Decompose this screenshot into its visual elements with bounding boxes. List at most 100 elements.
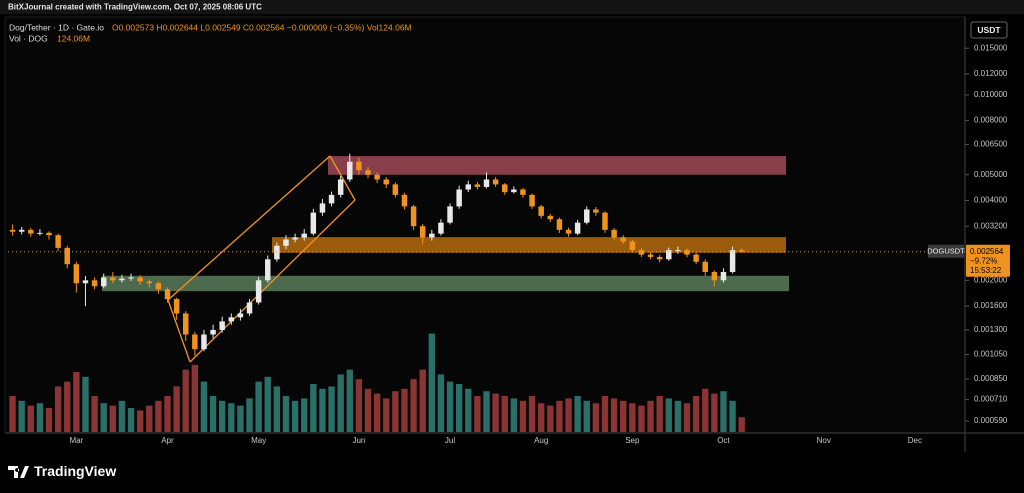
- top-bar: [0, 0, 1024, 14]
- volume-bar: [18, 400, 25, 432]
- x-tick-label: Jun: [352, 436, 365, 445]
- volume-bar: [738, 417, 745, 432]
- x-tick-label: Apr: [161, 436, 174, 445]
- volume: [9, 333, 745, 432]
- candle-body: [711, 271, 718, 281]
- candle-body: [656, 256, 663, 260]
- volume-bar: [410, 379, 417, 432]
- volume-bar: [720, 391, 727, 432]
- candle-body: [146, 281, 153, 284]
- channel-right: [329, 155, 356, 201]
- candle-body: [429, 233, 435, 238]
- volume-bar: [455, 384, 463, 432]
- volume-bar: [118, 400, 126, 432]
- volume-bar: [419, 369, 426, 432]
- candle-body: [255, 280, 262, 303]
- candle-body: [675, 250, 681, 252]
- candle-body: [629, 241, 636, 251]
- candle-body: [73, 264, 80, 284]
- candle-body: [702, 261, 708, 272]
- y-tick-label: 0.001300: [974, 325, 1008, 334]
- volume-bar: [291, 400, 299, 432]
- candle-body: [456, 189, 462, 207]
- volume-bar: [610, 398, 618, 432]
- candle-body: [538, 206, 544, 216]
- candle-body: [383, 179, 389, 185]
- volume-bar: [310, 384, 317, 432]
- plot-area: [4, 16, 966, 434]
- candle-body: [137, 277, 143, 282]
- volume-bar: [401, 388, 408, 432]
- volume-bar: [620, 400, 627, 432]
- volume-bar: [428, 333, 436, 432]
- candle-body: [274, 245, 280, 260]
- volume-bar: [228, 403, 235, 432]
- volume-bar: [127, 408, 135, 432]
- y-tick-label: 0.001600: [974, 301, 1008, 310]
- candle-body: [328, 194, 335, 204]
- price-change: −9.72%: [970, 256, 997, 265]
- volume-bar: [674, 400, 682, 432]
- volume-bar: [273, 386, 281, 432]
- candle-body: [37, 232, 43, 234]
- volume-bar: [519, 400, 527, 432]
- ticker: DOGUSDT: [927, 247, 965, 256]
- candle-body: [638, 250, 645, 255]
- volume-bar: [109, 405, 117, 432]
- volume-bar: [510, 398, 518, 432]
- ticker-tag: [928, 244, 964, 258]
- candle-body: [593, 209, 599, 213]
- candle-body: [182, 313, 189, 335]
- y-tick-label: 0.003200: [974, 221, 1008, 230]
- volume-bar: [474, 396, 481, 432]
- candle-body: [666, 250, 672, 260]
- candle-body: [529, 194, 535, 207]
- volume-bar: [100, 403, 107, 432]
- volume-bar: [592, 403, 600, 432]
- x-tick-label: Nov: [817, 436, 831, 445]
- y-tick-label: 0.001050: [974, 350, 1008, 359]
- volume-bar: [501, 396, 508, 432]
- candle-body: [246, 302, 253, 314]
- candle-body: [301, 233, 307, 238]
- x-tick-label: Mar: [69, 436, 83, 445]
- y-tick-label: 0.005000: [974, 170, 1008, 179]
- candle-body: [100, 277, 107, 287]
- volume-bar: [547, 405, 554, 432]
- candle-body: [620, 237, 626, 242]
- candle-body: [201, 334, 207, 350]
- logo-icon: [8, 466, 29, 478]
- volume-bar: [565, 398, 572, 432]
- candle-body: [119, 278, 125, 281]
- y-tick-label: 0.008000: [974, 116, 1008, 125]
- candle-body: [374, 174, 380, 180]
- candle-body: [584, 209, 590, 223]
- volume-legend: Vol · DOG: [9, 33, 48, 43]
- volume-bar: [73, 372, 80, 432]
- currency-box[interactable]: [970, 21, 1008, 39]
- volume-bar: [282, 396, 290, 432]
- volume-bar: [246, 398, 253, 432]
- channel-left: [167, 299, 191, 363]
- volume-bar: [155, 400, 162, 432]
- candle-body: [237, 313, 244, 318]
- candle-body: [438, 222, 444, 234]
- candle-body: [110, 277, 116, 281]
- volume-bar: [237, 405, 244, 432]
- volume-bar: [683, 403, 691, 432]
- volume-bar: [364, 388, 372, 432]
- candle-body: [511, 189, 517, 193]
- volume-bar: [729, 400, 736, 432]
- candle-body: [337, 179, 344, 195]
- axes: 0.015000 0.012000 0.010000 0.008000 0.006500…: [69, 43, 1010, 445]
- credit: BitXJournal created with TradingView.com…: [8, 3, 262, 12]
- volume-bar: [27, 405, 34, 432]
- candle-body: [520, 189, 526, 195]
- candle-body: [28, 229, 34, 234]
- candle-body: [347, 161, 353, 180]
- candle-body: [64, 247, 70, 265]
- candle-body: [647, 254, 654, 257]
- volume-bar: [665, 398, 672, 432]
